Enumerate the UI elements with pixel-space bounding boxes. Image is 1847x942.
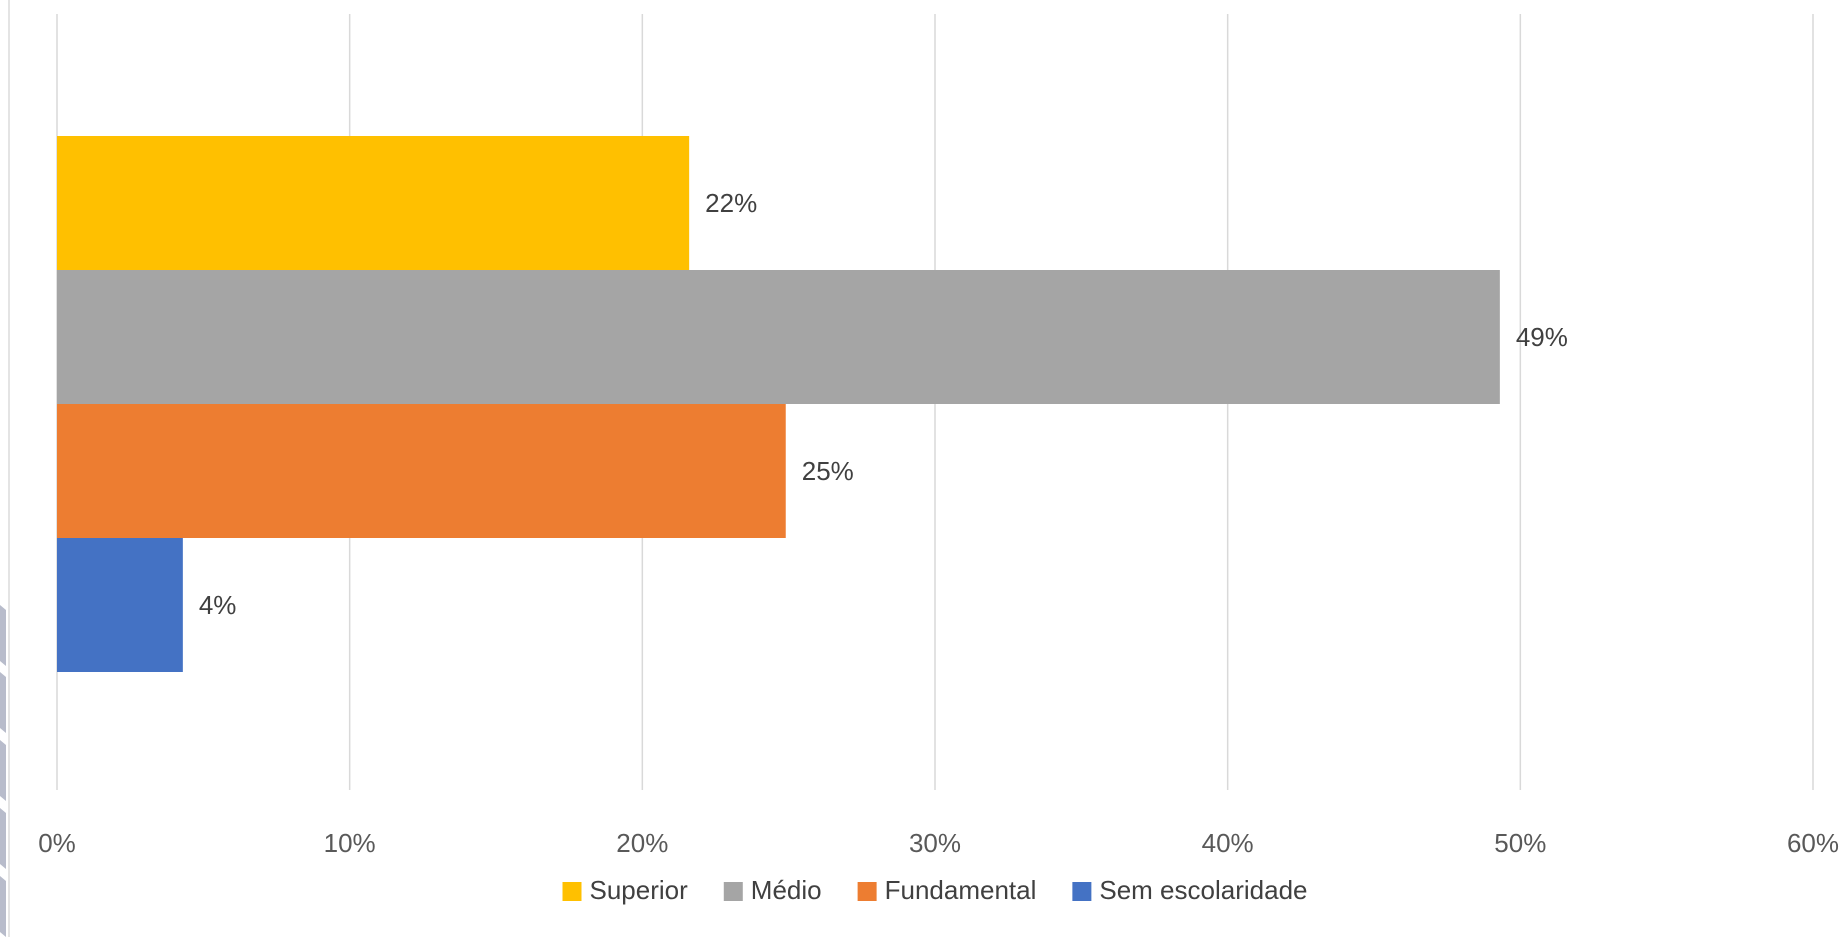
legend-swatch-sem-escolaridade (1072, 882, 1092, 901)
legend-item-sem-escolaridade: Sem escolaridade (1072, 875, 1308, 905)
bar-fundamental (57, 404, 786, 538)
x-axis-ticks: 0% 10% 20% 30% 40% 50% 60% (38, 828, 1839, 858)
data-label-medio: 49% (1516, 322, 1568, 352)
x-tick-label-4: 40% (1202, 828, 1254, 858)
x-tick-label-3: 30% (909, 828, 961, 858)
legend-label-superior: Superior (590, 875, 689, 905)
legend: Superior Médio Fundamental Sem escolaridade (562, 875, 1308, 905)
bar-medio (57, 270, 1500, 404)
bar-superior (57, 136, 690, 270)
legend-item-fundamental: Fundamental (857, 875, 1037, 905)
legend-item-superior: Superior (562, 875, 689, 905)
legend-swatch-fundamental (857, 882, 877, 901)
data-label-superior: 22% (705, 188, 757, 218)
legend-swatch-superior (562, 882, 582, 901)
legend-swatch-medio (723, 882, 743, 901)
x-tick-label-2: 20% (616, 828, 668, 858)
bars (57, 136, 1500, 672)
x-tick-label-5: 50% (1494, 828, 1546, 858)
legend-label-medio: Médio (751, 875, 822, 905)
data-label-sem-escolaridade: 4% (199, 590, 237, 620)
legend-label-fundamental: Fundamental (885, 875, 1037, 905)
data-labels: 22% 49% 25% 4% (199, 188, 1568, 620)
x-tick-label-6: 60% (1787, 828, 1839, 858)
data-label-fundamental: 25% (802, 456, 854, 486)
legend-item-medio: Médio (723, 875, 822, 905)
x-tick-label-0: 0% (38, 828, 76, 858)
bar-sem-escolaridade (57, 538, 183, 672)
edge-decoration (0, 605, 6, 937)
legend-label-sem-escolaridade: Sem escolaridade (1099, 875, 1307, 905)
x-tick-label-1: 10% (324, 828, 376, 858)
